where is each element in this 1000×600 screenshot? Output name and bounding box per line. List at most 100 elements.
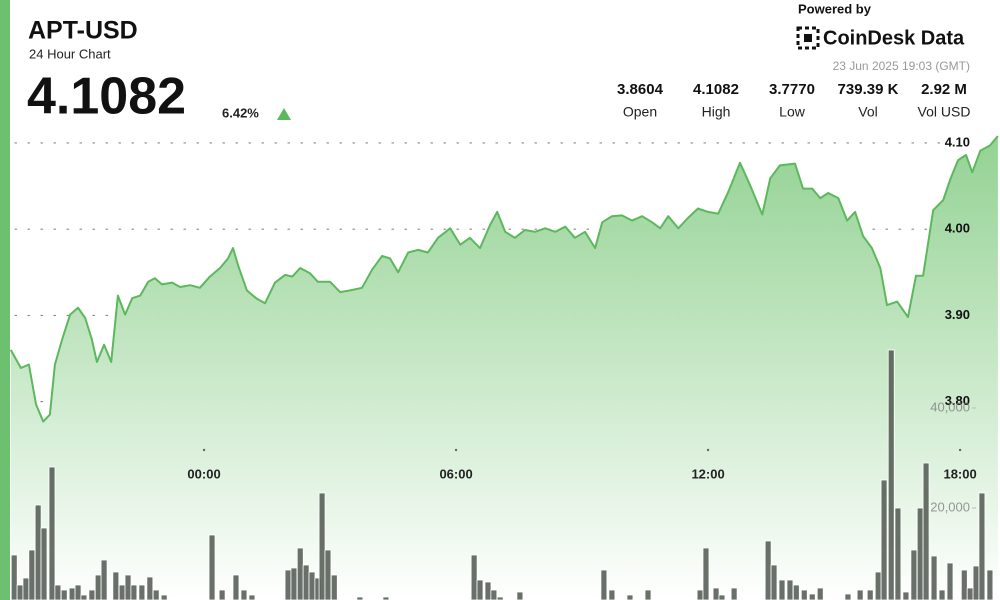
volume-bar [490, 589, 498, 600]
accent-bar [0, 0, 10, 600]
stat-value: 739.39 K [838, 81, 899, 98]
volume-bar [100, 559, 108, 600]
x-tick-label: 12:00 [691, 466, 724, 481]
volume-bar [138, 584, 146, 600]
volume-bar [600, 569, 608, 600]
volume-bar [626, 594, 634, 600]
price: 4.1082 [27, 68, 186, 126]
volume-bar [130, 584, 138, 600]
volume-bar [208, 534, 216, 600]
volume-bar [972, 565, 980, 600]
stat-value: 2.92 M [921, 81, 967, 98]
up-arrow [277, 108, 291, 120]
powered-by: Powered by [798, 1, 872, 16]
volume-bar [232, 574, 240, 600]
price-line [9, 135, 999, 423]
timestamp: 23 Jun 2025 19:03 (GMT) [833, 59, 970, 73]
volume-bar [10, 554, 18, 600]
volume-bar [476, 579, 484, 600]
volume-bar [902, 591, 910, 600]
volume-bar [922, 462, 930, 600]
volume-bar [324, 549, 332, 600]
y-tick-label: 4.00 [945, 221, 970, 236]
brand-name: CoinDesk Data [823, 27, 965, 49]
y-tick-label: 4.10 [945, 134, 970, 149]
x-tick-mark [706, 448, 710, 452]
volume-bar [356, 596, 364, 600]
y2-tick-label: 20,000 [930, 499, 970, 514]
volume-bar [124, 574, 132, 600]
volume-bar [80, 594, 88, 600]
volume-bar [938, 589, 946, 600]
volume-bar [644, 589, 652, 600]
volume-bar [34, 504, 42, 600]
volume-bar [866, 589, 874, 600]
volume-bar [712, 587, 720, 600]
stat-label: Open [623, 104, 657, 120]
volume-bar [484, 581, 492, 600]
x-tick-mark [202, 448, 206, 452]
x-tick-label: 18:00 [943, 466, 976, 481]
volume-bar [284, 569, 292, 600]
stat-label: Low [779, 104, 806, 120]
volume-bar [94, 574, 102, 600]
stats: 3.8604 Open 4.1082 High 3.7770 Low 739.39 K Vol… [617, 81, 970, 120]
volume-bar [152, 589, 160, 600]
volume-bar [887, 349, 895, 600]
volume-bar [40, 527, 48, 600]
y2-tick-label: 40,000 [930, 399, 970, 414]
volume-bar [318, 492, 326, 600]
volume-bar [880, 479, 888, 600]
volume-bar [764, 540, 772, 600]
volume-bar [330, 574, 338, 600]
symbol: APT-USD [28, 17, 138, 45]
plot: 00:00 06:00 12:00 18:00 3.80 3.90 4.00 4.10 20,0… [9, 134, 999, 600]
volume-bar [730, 587, 738, 600]
volume-bar [118, 584, 126, 600]
volume-bar [470, 554, 478, 600]
stat-label: Vol USD [918, 104, 971, 120]
price-area [10, 136, 998, 600]
volume-bar [874, 571, 882, 600]
volume-bar [800, 589, 808, 600]
volume-bar [916, 507, 924, 600]
volume-bar [978, 492, 986, 600]
volume-bar [844, 593, 852, 600]
volume-bar [74, 584, 82, 600]
volume-bar [608, 589, 616, 600]
volume-bar [770, 564, 778, 600]
volume-bar [240, 589, 248, 600]
volume-bar [218, 589, 226, 600]
y-tick-label: 3.80 [945, 393, 970, 408]
volume-bar [966, 587, 974, 600]
volume-bar [856, 589, 864, 600]
volume-bar [910, 549, 918, 600]
stat-label: Vol [858, 104, 877, 120]
volume-bar [248, 594, 256, 600]
volume-bar [786, 579, 794, 600]
subtitle: 24 Hour Chart [29, 46, 111, 61]
volume-bar [778, 579, 786, 600]
stat-value: 3.7770 [769, 81, 815, 98]
volume-bar [48, 466, 56, 600]
volume-bar [22, 577, 30, 600]
y-tick-label: 3.90 [945, 307, 970, 322]
x-tick-label: 06:00 [439, 466, 472, 481]
volume-bar [160, 594, 168, 600]
volume-bar [946, 562, 954, 600]
brand-logo [796, 26, 820, 50]
volume-bar [28, 549, 36, 600]
volume-bar [808, 593, 816, 600]
volume-bar [718, 594, 726, 600]
volume-bar [696, 589, 704, 600]
volume-bar [894, 507, 902, 600]
x-tick-mark [454, 448, 458, 452]
volume-bar [296, 547, 304, 600]
change: 6.42% [222, 105, 259, 120]
volume-bar [930, 555, 938, 600]
volume-bar [986, 569, 994, 600]
stat-value: 4.1082 [693, 81, 739, 98]
volume-bar [516, 591, 524, 600]
